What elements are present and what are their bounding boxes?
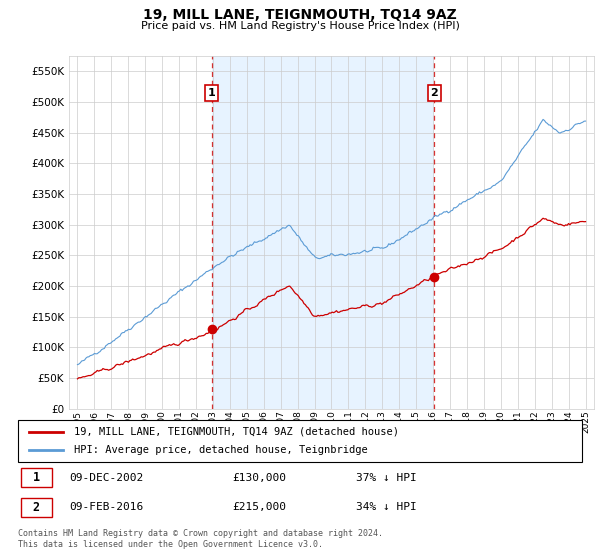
Text: Contains HM Land Registry data © Crown copyright and database right 2024.
This d: Contains HM Land Registry data © Crown c… [18, 529, 383, 549]
Text: £215,000: £215,000 [232, 502, 286, 512]
Text: 19, MILL LANE, TEIGNMOUTH, TQ14 9AZ (detached house): 19, MILL LANE, TEIGNMOUTH, TQ14 9AZ (det… [74, 427, 400, 437]
Text: Price paid vs. HM Land Registry's House Price Index (HPI): Price paid vs. HM Land Registry's House … [140, 21, 460, 31]
Text: 2: 2 [431, 88, 439, 98]
Text: 1: 1 [208, 88, 215, 98]
Text: 37% ↓ HPI: 37% ↓ HPI [356, 473, 417, 483]
Text: 09-FEB-2016: 09-FEB-2016 [69, 502, 143, 512]
Text: HPI: Average price, detached house, Teignbridge: HPI: Average price, detached house, Teig… [74, 445, 368, 455]
FancyBboxPatch shape [21, 468, 52, 487]
Text: 19, MILL LANE, TEIGNMOUTH, TQ14 9AZ: 19, MILL LANE, TEIGNMOUTH, TQ14 9AZ [143, 8, 457, 22]
Text: 09-DEC-2002: 09-DEC-2002 [69, 473, 143, 483]
Text: 1: 1 [33, 471, 40, 484]
FancyBboxPatch shape [18, 420, 582, 462]
Bar [212, 56, 434, 409]
Text: 2: 2 [33, 501, 40, 514]
FancyBboxPatch shape [21, 498, 52, 516]
Text: £130,000: £130,000 [232, 473, 286, 483]
Text: 34% ↓ HPI: 34% ↓ HPI [356, 502, 417, 512]
